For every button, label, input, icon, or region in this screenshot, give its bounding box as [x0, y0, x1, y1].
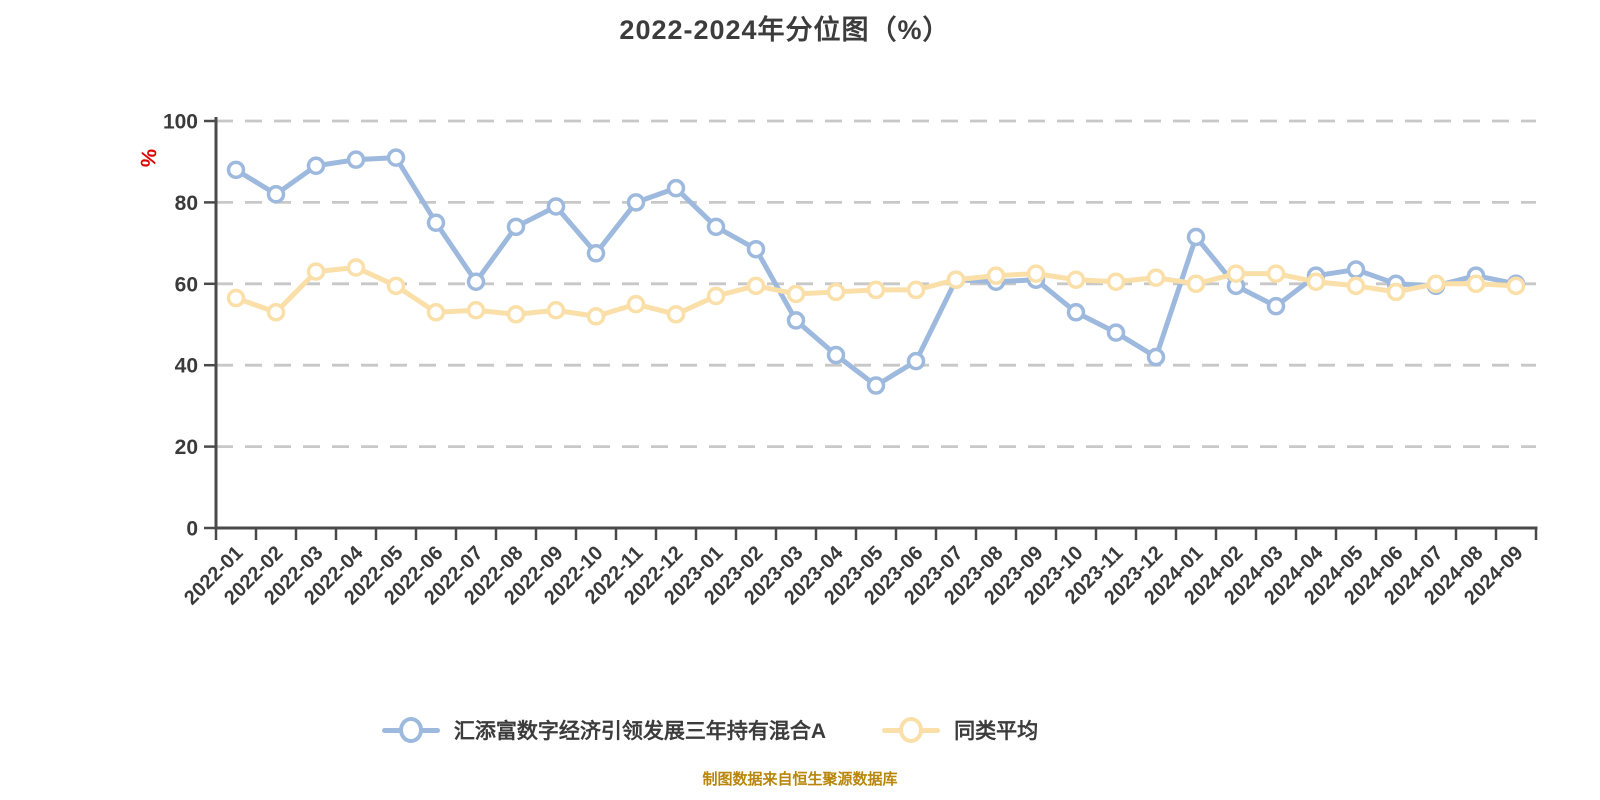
data-point	[426, 213, 446, 232]
fund-series-marker-icon	[381, 715, 440, 745]
data-point	[866, 376, 886, 395]
data-point	[826, 345, 846, 365]
legend-label-fund: 汇添富数字经济引领发展三年持有混合A	[453, 720, 827, 743]
data-point	[906, 351, 926, 371]
data-point	[906, 280, 926, 300]
data-point	[626, 294, 646, 314]
legend-item-fund[interactable]: 汇添富数字经济引领发展三年持有混合A	[381, 715, 827, 745]
data-point	[1266, 264, 1286, 283]
data-point	[1186, 227, 1206, 247]
data-point	[386, 148, 406, 167]
data-point	[1346, 260, 1366, 279]
data-point	[1466, 274, 1486, 294]
data-point	[226, 288, 246, 308]
data-point	[546, 301, 566, 320]
data-point	[1306, 272, 1326, 292]
data-point	[586, 244, 606, 263]
y-tick-label: 80	[175, 192, 198, 215]
data-point	[786, 284, 806, 304]
y-tick-label: 0	[186, 518, 198, 541]
data-point	[386, 276, 406, 296]
data-point	[346, 258, 366, 277]
data-point	[746, 239, 766, 259]
data-point	[1106, 272, 1126, 292]
data-point	[346, 150, 366, 169]
average-series-marker-icon	[882, 715, 941, 745]
chart-legend: 汇添富数字经济引领发展三年持有混合A 同类平均	[0, 715, 1420, 745]
data-point	[746, 276, 766, 296]
data-source-note: 制图数据来自恒生聚源数据库	[702, 771, 898, 788]
y-tick-label: 60	[175, 273, 198, 296]
data-point	[1106, 323, 1126, 342]
data-point	[666, 178, 686, 198]
data-point	[506, 217, 526, 237]
data-point	[666, 305, 686, 324]
data-point	[1426, 274, 1446, 294]
data-point	[626, 193, 646, 212]
data-point	[1266, 296, 1286, 316]
line-chart: 0204060801002022-012022-022022-032022-04…	[163, 111, 1538, 609]
data-point	[1146, 268, 1166, 287]
data-point	[426, 303, 446, 322]
data-point	[946, 270, 966, 289]
data-point	[1026, 264, 1046, 283]
data-point	[226, 160, 246, 180]
data-point	[826, 282, 846, 302]
data-point	[1186, 274, 1206, 294]
y-tick-label: 100	[163, 111, 198, 134]
data-point	[266, 303, 286, 322]
data-point	[1346, 276, 1366, 296]
data-point	[586, 307, 606, 326]
data-point	[1066, 303, 1086, 322]
data-point	[1506, 276, 1526, 296]
data-point	[1226, 264, 1246, 283]
data-point	[1146, 347, 1166, 367]
data-point	[706, 217, 726, 237]
legend-item-average[interactable]: 同类平均	[882, 715, 1038, 745]
data-point	[1066, 270, 1086, 289]
data-point	[506, 305, 526, 324]
data-point	[306, 262, 326, 281]
y-tick-label: 20	[175, 436, 198, 459]
y-tick-label: 40	[175, 355, 198, 378]
data-point	[546, 197, 566, 216]
data-point	[306, 156, 326, 176]
chart-title: 2022-2024年分位图（%）	[619, 15, 951, 45]
data-point	[1386, 282, 1406, 302]
data-point	[266, 185, 286, 204]
data-point	[706, 286, 726, 306]
data-point	[986, 266, 1006, 285]
legend-label-average: 同类平均	[954, 720, 1039, 743]
data-point	[866, 280, 886, 300]
data-point	[466, 272, 486, 292]
data-point	[466, 301, 486, 320]
data-point	[786, 311, 806, 330]
